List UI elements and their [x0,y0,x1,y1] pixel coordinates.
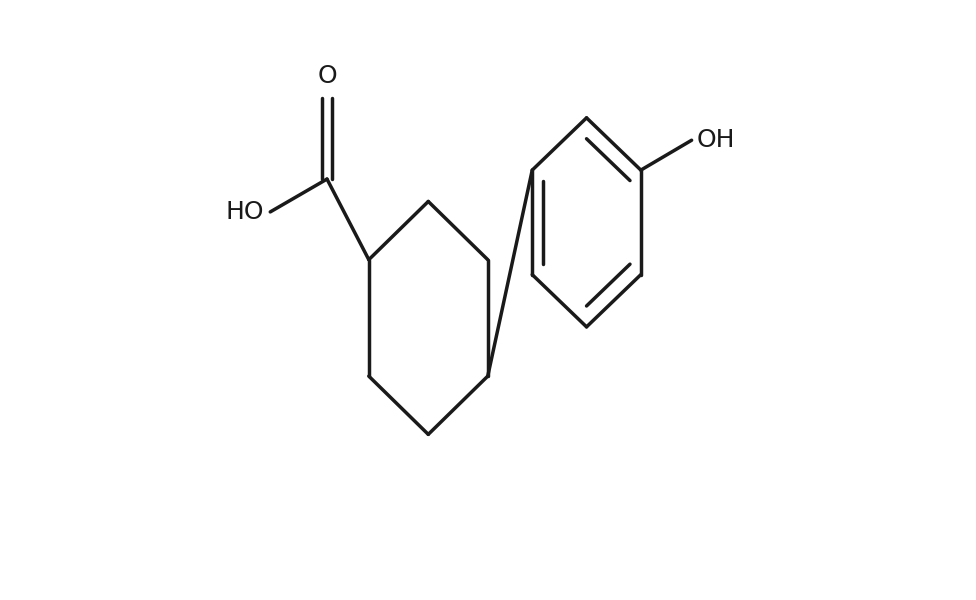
Text: HO: HO [225,200,264,224]
Text: O: O [317,64,337,88]
Text: OH: OH [697,128,735,152]
